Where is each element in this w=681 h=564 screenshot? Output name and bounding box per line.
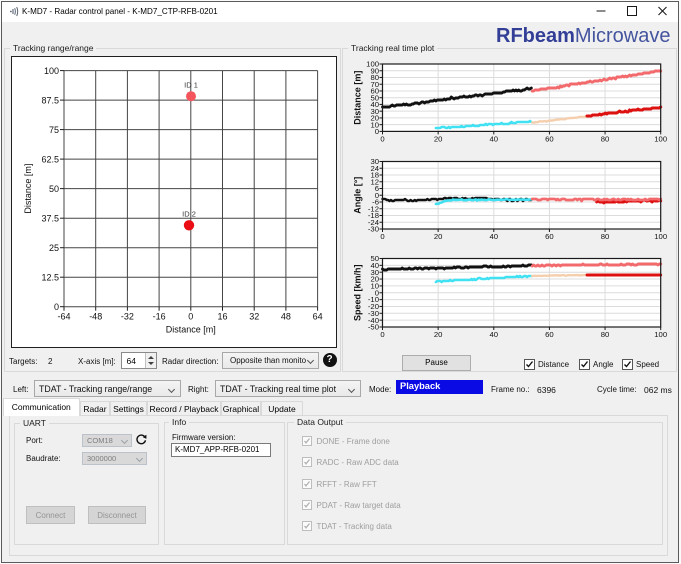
svg-text:-50: -50 (368, 323, 379, 332)
svg-text:-10: -10 (368, 295, 379, 304)
svg-text:Distance [m]: Distance [m] (23, 164, 33, 214)
svg-text:18: 18 (370, 171, 379, 180)
svg-text:40: 40 (370, 100, 379, 109)
svg-text:-30: -30 (368, 225, 379, 234)
svg-text:20: 20 (370, 114, 379, 123)
svg-text:40: 40 (489, 330, 498, 339)
svg-text:ID 2: ID 2 (182, 210, 196, 219)
svg-text:-20: -20 (368, 302, 379, 311)
svg-text:0: 0 (380, 232, 384, 241)
svg-text:10: 10 (370, 282, 379, 291)
svg-text:100: 100 (654, 330, 667, 339)
svg-text:-30: -30 (368, 309, 379, 318)
svg-text:-12: -12 (368, 204, 379, 213)
svg-text:32: 32 (249, 312, 259, 322)
svg-text:80: 80 (601, 232, 610, 241)
svg-text:ID 1: ID 1 (184, 81, 198, 90)
svg-text:-48: -48 (89, 312, 102, 322)
svg-text:40: 40 (370, 261, 379, 270)
svg-text:100: 100 (654, 135, 667, 144)
svg-text:100: 100 (44, 66, 59, 76)
svg-text:20: 20 (370, 275, 379, 284)
svg-text:Distance [m]: Distance [m] (166, 325, 216, 335)
svg-text:0: 0 (188, 312, 193, 322)
svg-text:30: 30 (370, 107, 379, 116)
svg-text:0: 0 (375, 127, 379, 136)
svg-text:16: 16 (217, 312, 227, 322)
svg-text:-6: -6 (372, 198, 379, 207)
svg-text:48: 48 (281, 312, 291, 322)
svg-text:50: 50 (370, 254, 379, 263)
svg-text:87.5: 87.5 (41, 96, 59, 106)
svg-text:12.5: 12.5 (41, 273, 59, 283)
svg-text:-32: -32 (121, 312, 134, 322)
svg-text:75: 75 (49, 125, 59, 135)
svg-text:0: 0 (380, 135, 384, 144)
svg-text:40: 40 (489, 232, 498, 241)
svg-text:30: 30 (370, 268, 379, 277)
svg-text:80: 80 (601, 330, 610, 339)
svg-text:0: 0 (54, 302, 59, 312)
svg-text:50: 50 (49, 184, 59, 194)
svg-text:64: 64 (313, 312, 323, 322)
svg-text:20: 20 (434, 232, 443, 241)
svg-text:60: 60 (370, 87, 379, 96)
svg-text:37.5: 37.5 (41, 214, 59, 224)
svg-text:6: 6 (375, 184, 379, 193)
svg-text:Speed [km/h]: Speed [km/h] (353, 264, 363, 321)
svg-text:0: 0 (375, 288, 379, 297)
svg-text:80: 80 (370, 73, 379, 82)
svg-text:100: 100 (654, 232, 667, 241)
svg-text:24: 24 (370, 164, 379, 173)
svg-text:60: 60 (545, 232, 554, 241)
svg-text:0: 0 (380, 330, 384, 339)
svg-text:80: 80 (601, 135, 610, 144)
svg-text:-16: -16 (153, 312, 166, 322)
svg-text:20: 20 (434, 135, 443, 144)
svg-text:70: 70 (370, 80, 379, 89)
svg-text:-40: -40 (368, 316, 379, 325)
svg-text:100: 100 (366, 60, 379, 69)
svg-text:-18: -18 (368, 211, 379, 220)
svg-text:10: 10 (370, 120, 379, 129)
svg-text:60: 60 (545, 135, 554, 144)
svg-text:62.5: 62.5 (41, 155, 59, 165)
svg-text:40: 40 (489, 135, 498, 144)
svg-text:Distance [m]: Distance [m] (353, 71, 363, 125)
svg-text:25: 25 (49, 243, 59, 253)
svg-text:-24: -24 (368, 218, 380, 227)
svg-text:60: 60 (545, 330, 554, 339)
svg-text:Angle [°]: Angle [°] (353, 177, 363, 214)
svg-text:-64: -64 (57, 312, 70, 322)
svg-text:90: 90 (370, 66, 379, 75)
svg-text:30: 30 (370, 157, 379, 166)
svg-text:12: 12 (370, 177, 379, 186)
svg-text:0: 0 (375, 191, 379, 200)
svg-text:20: 20 (434, 330, 443, 339)
svg-text:50: 50 (370, 93, 379, 102)
